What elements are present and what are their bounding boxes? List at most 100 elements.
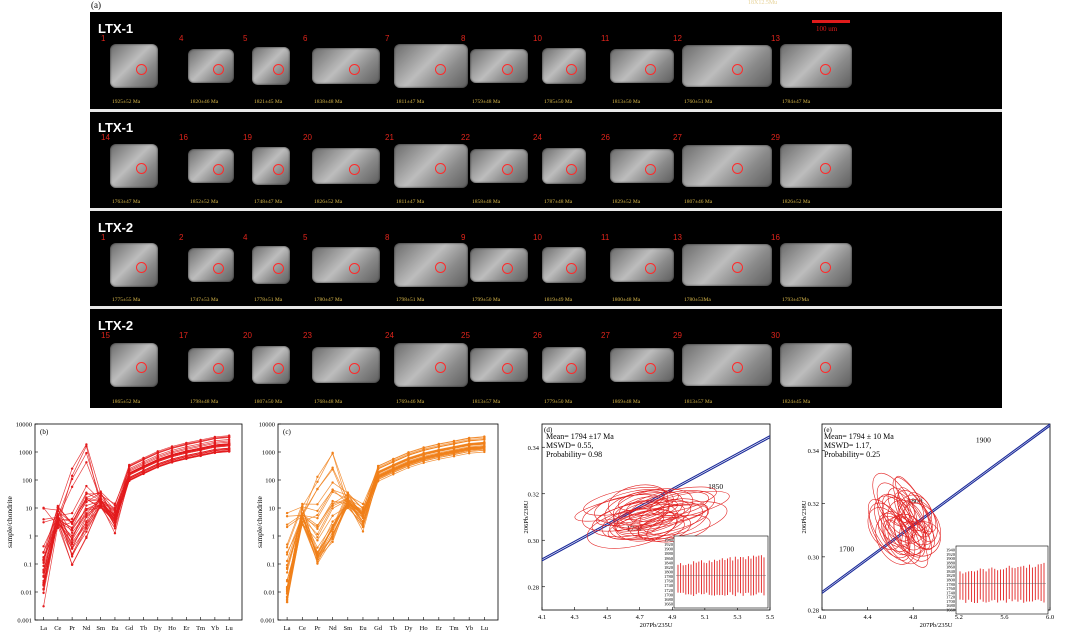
- ree-data-point: [213, 444, 217, 447]
- ree-data-point: [316, 525, 319, 528]
- panel-label: (c): [283, 428, 291, 436]
- ree-data-point: [85, 443, 88, 446]
- grain-age: 1807±46 Ma: [684, 199, 713, 205]
- grain-age: 1826±52 Ma: [782, 199, 811, 205]
- error-ellipse: [601, 508, 664, 540]
- error-ellipse: [618, 496, 670, 526]
- ree-data-point: [376, 470, 380, 474]
- ree-pattern-line: [286, 443, 485, 600]
- zircon-grain: [470, 247, 528, 282]
- zircon-grain: [610, 49, 674, 83]
- error-ellipse: [637, 514, 691, 542]
- ree-data-point: [70, 534, 74, 537]
- grain-age: 1779±50 Ma: [544, 399, 573, 405]
- ree-data-point: [70, 528, 74, 532]
- grain-number: 11: [601, 34, 610, 43]
- ree-data-point: [70, 520, 74, 524]
- ree-pattern-line: [286, 437, 485, 562]
- zircon-grain: [252, 47, 290, 85]
- ree-data-point: [316, 532, 319, 536]
- ree-data-point: [70, 485, 74, 489]
- ree-data-point: [42, 506, 45, 510]
- ree-pattern-line: [286, 443, 485, 570]
- analysis-spot: [501, 262, 513, 274]
- grain-age: 1798±51 Ma: [396, 297, 425, 303]
- ree-data-point: [213, 440, 217, 444]
- analysis-spot: [213, 163, 225, 175]
- inset-y-tick-label: 1720: [664, 588, 674, 593]
- y-axis-label: 206Pb/238U: [801, 500, 808, 533]
- concordia-plot-frame: [821, 423, 1051, 611]
- y-tick-label: 0.28: [808, 608, 819, 615]
- ree-data-point: [56, 522, 60, 525]
- zircon-grain: [312, 246, 380, 283]
- ree-data-point: [452, 453, 456, 456]
- grain-number: 8: [385, 233, 390, 242]
- inset-y-tick-label: 1940: [664, 538, 674, 543]
- ree-data-point: [437, 448, 441, 452]
- ree-data-point: [42, 569, 45, 573]
- ree-data-point: [316, 509, 319, 513]
- ree-data-point: [285, 598, 289, 602]
- zircon-grain: [394, 242, 468, 287]
- sample-label: LTX-2: [98, 318, 134, 333]
- y-tick-label: 10: [26, 506, 33, 513]
- y-tick-label: 10: [269, 506, 276, 513]
- grain-number: 21: [385, 133, 394, 142]
- stats-annotation: Mean= 1794 ±17 Ma: [546, 432, 614, 441]
- y-tick-label: 0.30: [528, 538, 539, 545]
- ree-data-point: [170, 454, 174, 457]
- grain-age: 1821±45 Ma: [254, 99, 283, 105]
- grain-age: 1838±48 Ma: [314, 99, 343, 105]
- x-tick-label: 4.1: [538, 614, 546, 621]
- ree-data-point: [422, 452, 425, 455]
- ree-data-point: [392, 468, 395, 472]
- error-ellipse: [904, 501, 933, 538]
- inset-y-tick-label: 1900: [946, 556, 956, 561]
- grain-number: 4: [243, 233, 248, 242]
- analysis-spot: [731, 362, 743, 374]
- stats-annotation: MSWD= 0.55,: [546, 441, 593, 450]
- grain-age: 1800±48 Ma: [612, 297, 641, 303]
- ree-data-point: [70, 527, 74, 530]
- ree-data-point: [467, 447, 471, 451]
- ree-data-point: [437, 453, 441, 457]
- zircon-grain: [780, 242, 852, 287]
- ree-data-point: [170, 461, 174, 464]
- x-tick-label: Lu: [226, 625, 234, 632]
- x-tick-label: 5.2: [955, 614, 963, 621]
- grain-age: 1780±47 Ma: [314, 297, 343, 303]
- ree-data-point: [467, 436, 471, 440]
- analysis-spot: [645, 262, 657, 274]
- analysis-spot: [566, 262, 578, 274]
- grain-number: 8: [461, 34, 466, 43]
- ree-data-point: [99, 506, 102, 509]
- analysis-spot: [819, 362, 831, 374]
- ree-data-point: [85, 512, 88, 515]
- ree-pattern-line: [286, 449, 485, 581]
- ree-data-point: [42, 605, 45, 608]
- grain-number: 5: [243, 34, 248, 43]
- grain-age: 1778±51 Ma: [254, 297, 283, 303]
- grain-number: 10: [533, 233, 542, 242]
- analysis-spot: [434, 262, 446, 274]
- ree-data-point: [85, 508, 88, 512]
- ree-data-point: [213, 435, 217, 439]
- ree-data-point: [376, 464, 380, 468]
- ree-data-point: [113, 527, 117, 530]
- zircon-grain: [542, 346, 586, 383]
- ree-pattern-line: [286, 446, 485, 597]
- inset-y-tick-label: 1780: [664, 574, 674, 579]
- ree-data-point: [467, 439, 471, 443]
- ree-data-point: [42, 518, 45, 521]
- ree-data-point: [331, 526, 334, 530]
- error-ellipse: [614, 509, 675, 534]
- ree-data-point: [407, 451, 410, 454]
- ree-data-point: [128, 479, 131, 483]
- x-tick-label: 5.5: [766, 614, 774, 621]
- x-tick-label: Ce: [54, 625, 61, 632]
- grain-number: 26: [533, 331, 542, 340]
- inset-y-tick-label: 1660: [946, 608, 956, 613]
- grain-age: 1799±50 Ma: [472, 297, 501, 303]
- ree-data-point: [452, 442, 456, 446]
